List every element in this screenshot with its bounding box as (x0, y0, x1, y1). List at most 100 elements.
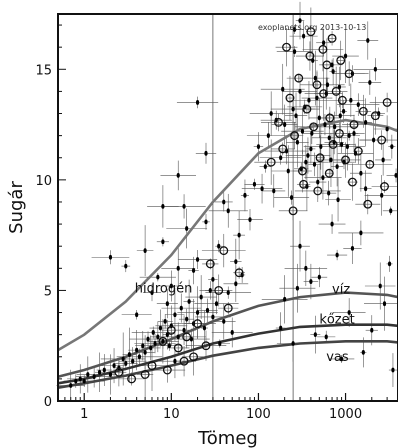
curve-víz (57, 291, 398, 378)
open-circle-point (182, 332, 192, 342)
open-circle-point (278, 144, 288, 154)
dot-point (158, 325, 163, 331)
open-circle-point (282, 42, 291, 52)
dot-point (281, 86, 285, 92)
dot-point (292, 27, 297, 32)
dot-point (256, 144, 261, 150)
x-axis-title: Tömeg (197, 428, 258, 448)
dot-point (153, 341, 157, 346)
dot-point (173, 312, 177, 318)
dot-point (195, 310, 200, 315)
open-circle-point (315, 153, 325, 163)
open-circle-point (377, 135, 387, 145)
open-circle-point (158, 336, 168, 346)
dot-point (368, 80, 372, 85)
dot-point (382, 301, 387, 307)
open-circle-point (288, 206, 298, 216)
dot-point (135, 347, 139, 353)
dot-point (226, 290, 230, 296)
dot-point (306, 153, 310, 158)
dot-point (361, 349, 365, 355)
dot-point (313, 75, 317, 81)
open-circle-point (193, 319, 203, 329)
dot-point (343, 53, 348, 59)
dot-point (347, 133, 351, 139)
dot-point (78, 376, 82, 382)
dot-point (385, 126, 389, 132)
dot-point (359, 170, 363, 176)
y-axis-title: Sugár (6, 181, 27, 234)
dot-point (292, 49, 297, 54)
dot-point (211, 314, 215, 320)
dot-point (214, 301, 219, 307)
dot-point (102, 367, 106, 373)
dot-point (291, 106, 295, 112)
x-axis-ticks: 1 10 100 1000 (64, 393, 388, 422)
dot-point (176, 334, 180, 340)
dot-point (359, 230, 363, 236)
dot-point (161, 203, 165, 209)
dot-point (173, 358, 177, 364)
dot-point (185, 316, 189, 322)
plot-frame (57, 13, 398, 402)
dot-point (352, 131, 356, 136)
dot-point (243, 192, 247, 198)
dot-point (304, 159, 308, 165)
dot-point (187, 299, 191, 304)
dot-point (169, 283, 173, 289)
dot-point (208, 288, 212, 293)
dot-point (127, 352, 131, 357)
dot-point (387, 261, 392, 267)
curve-vas (57, 340, 398, 389)
dot-point (330, 62, 334, 68)
dot-point (315, 95, 319, 101)
dot-point (69, 383, 73, 388)
curve-label: kőzet (319, 313, 354, 328)
dot-point (373, 66, 377, 72)
open-circle-point (219, 246, 229, 256)
dot-point (329, 157, 333, 163)
dot-point (74, 378, 78, 384)
y-tick-label: 5 (44, 284, 52, 299)
dot-point (302, 33, 306, 39)
open-circle-point (306, 27, 316, 37)
dot-point (370, 327, 374, 333)
dot-point (327, 190, 331, 196)
dot-point (161, 338, 165, 344)
open-circle-point (312, 80, 322, 90)
open-circle-point (331, 86, 341, 96)
dot-point (345, 144, 350, 150)
open-circle-point (302, 104, 312, 114)
open-circle-point (318, 44, 328, 54)
dot-point (156, 274, 160, 280)
dot-point (234, 281, 238, 287)
dot-point (163, 318, 167, 324)
open-circle-point (319, 89, 329, 99)
y-tick-label: 15 (35, 63, 52, 78)
dot-point (176, 265, 180, 271)
open-circle-point (327, 33, 337, 43)
open-circle-point (336, 55, 346, 65)
dot-point (135, 312, 139, 318)
y-tick-label: 10 (35, 174, 52, 189)
curve-kőzet (57, 323, 398, 385)
data-points (69, 18, 398, 388)
open-circle-point (382, 98, 392, 107)
dot-point (335, 252, 339, 258)
x-tick-label: 100 (246, 407, 271, 422)
dot-point (279, 155, 283, 161)
dot-point (321, 175, 325, 181)
dot-point (108, 372, 113, 377)
open-circle-point (349, 120, 359, 130)
dot-point (327, 135, 331, 141)
dot-point (165, 332, 169, 338)
open-circle-point (353, 146, 363, 156)
dot-point (372, 137, 376, 143)
dot-point (165, 301, 169, 307)
dot-point (331, 69, 335, 74)
dot-point (298, 243, 302, 249)
dot-point (364, 119, 368, 125)
dot-point (295, 139, 299, 145)
dot-point (316, 179, 320, 185)
